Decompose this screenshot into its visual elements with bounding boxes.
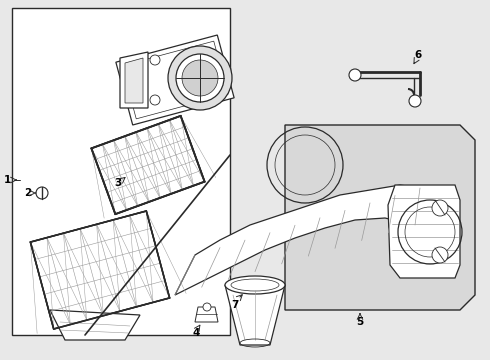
Text: 4: 4 [192,328,200,338]
Polygon shape [125,58,143,103]
Circle shape [176,54,224,102]
Circle shape [432,247,448,263]
Polygon shape [122,41,228,119]
Polygon shape [116,35,234,125]
Polygon shape [175,185,420,295]
Circle shape [150,95,160,105]
Text: 2: 2 [24,188,32,198]
Circle shape [432,200,448,216]
Bar [12,8,230,335]
Polygon shape [388,185,460,278]
Circle shape [182,60,218,96]
Circle shape [203,303,211,311]
Polygon shape [285,125,475,310]
Polygon shape [50,310,140,340]
Circle shape [150,55,160,65]
Polygon shape [120,52,148,108]
Polygon shape [225,285,285,345]
Polygon shape [195,307,218,322]
Text: 1: 1 [3,175,11,185]
Text: 7: 7 [231,300,239,310]
Text: 6: 6 [415,50,421,60]
Polygon shape [30,211,170,329]
Circle shape [36,187,48,199]
Polygon shape [92,116,205,214]
Text: 5: 5 [356,317,364,327]
Text: 3: 3 [114,178,122,188]
Circle shape [168,46,232,110]
Ellipse shape [225,276,285,294]
Circle shape [349,69,361,81]
Circle shape [409,95,421,107]
